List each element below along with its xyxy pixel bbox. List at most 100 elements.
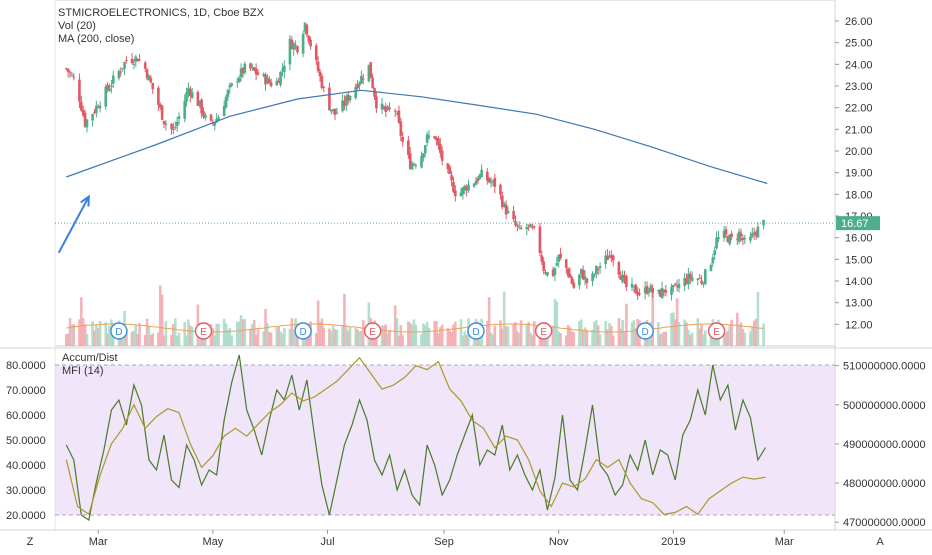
ad-legend[interactable]: Accum/Dist [62,352,118,364]
ad-tick-label: 510000000.0000 [843,361,926,373]
volume-bar [147,325,151,346]
candle-body [375,96,378,109]
event-marker [294,322,312,340]
candle-body [532,226,536,228]
candle-body [677,283,681,289]
candle-body [95,105,98,114]
candle-body [121,68,124,70]
volume-bar [557,331,561,346]
candle-body [752,232,756,234]
volume-bar [175,335,179,346]
auto-scale-button[interactable]: A [876,536,884,548]
volume-bar [157,332,160,346]
candle-body [108,88,111,91]
volume-bar [341,325,344,346]
candle-body [230,83,233,86]
candle-body [452,181,455,193]
candle-body [252,67,256,71]
candle-body [594,266,598,274]
candle-body [290,39,294,49]
zoom-button[interactable]: Z [27,536,34,548]
candle-body [395,113,399,115]
candle-body [414,165,418,167]
volume-bar [172,324,175,346]
volume-bar [450,331,453,346]
volume-bar [251,324,254,346]
volume-bar [762,323,765,346]
candle-body [320,76,324,89]
candle-body [596,268,600,270]
volume-bar [331,325,335,346]
volume-bar [145,318,149,346]
volume-bar [438,327,442,346]
volume-bar [241,319,245,346]
candle-body [572,282,576,288]
volume-bar [136,333,140,346]
volume-bar [134,325,138,346]
volume-bar [664,331,668,346]
volume-bar [570,331,574,346]
candle-body [423,145,427,154]
candle-body [123,61,126,69]
volume-bar [531,335,534,346]
volume-bar [237,321,241,346]
candle-body [266,77,269,84]
volume-bar [506,326,510,346]
volume-bar [162,335,166,346]
candle-body [399,121,403,136]
candle-body [450,175,453,181]
time-tick-label: May [202,536,223,548]
mfi-legend[interactable]: MFI (14) [62,365,104,377]
candle-body [638,293,641,295]
candle-body [675,285,679,287]
price-tick-label: 26.00 [845,16,873,28]
volume-bar [683,319,686,346]
candle-body [722,230,726,239]
last-price-label: 16.67 [841,218,869,230]
ad-tick-label: 490000000.0000 [843,439,926,451]
volume-bar [581,329,585,346]
volume-bar [529,332,532,346]
volume-bar [517,333,521,346]
candle-body [277,80,280,83]
candle-body [254,68,258,75]
candle-body [741,237,745,241]
candle-body [341,100,344,112]
volume-bar [66,333,70,346]
last-price-tag [836,216,880,231]
volume-bar [78,319,81,346]
candle-body [724,229,728,235]
volume-bar [316,300,320,346]
volume-bar [224,323,228,346]
volume-bar [591,329,594,346]
candle-body [465,187,468,191]
candle-body [175,121,179,126]
candle-body [98,105,102,109]
candle-body [119,71,123,73]
candle-body [608,255,611,258]
volume-bar [106,333,109,346]
candle-body [170,123,173,130]
mfi-tick-label: 60.0000 [6,410,46,422]
volume-bar [433,321,436,346]
volume-bar [423,325,427,346]
candle-body [373,88,376,97]
ad-line [65,356,766,516]
candle-body [130,58,134,63]
volume-bar [578,321,581,346]
volume-bar [461,335,465,346]
volume-bar [399,325,403,346]
vol-legend[interactable]: Vol (20) [58,20,96,32]
candle-body [66,68,70,72]
volume-bar [354,328,358,346]
ma-legend[interactable]: MA (200, close) [58,33,134,45]
volume-bar [252,320,256,346]
candle-body [542,261,545,271]
candle-body [138,59,141,61]
candle-body [147,75,151,81]
volume-bar [228,328,232,346]
candle-body [316,61,320,72]
volume-bar [189,325,192,346]
volume-bar [348,327,352,346]
candle-body [489,182,493,184]
